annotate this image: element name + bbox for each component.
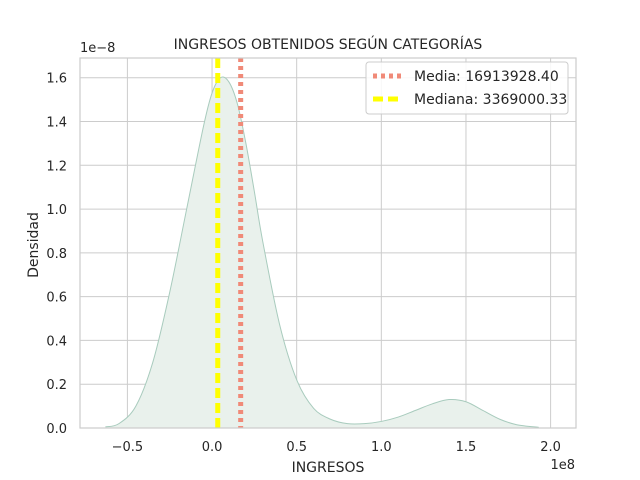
kde-line [105,76,539,428]
y-tick-label: 0.0 [46,422,67,437]
x-tick-label: −0.5 [112,440,144,455]
legend-label-media: Media: 16913928.40 [414,69,559,85]
y-ticks: 0.0 0.2 0.4 0.6 0.8 1.0 1.2 1.4 1.6 [46,72,67,437]
x-tick-label: 2.0 [540,440,561,455]
x-ticks: −0.5 0.0 0.5 1.0 1.5 2.0 [112,440,561,455]
y-tick-label: 0.4 [46,334,67,349]
legend: Media: 16913928.40 Mediana: 3369000.33 [365,61,569,115]
y-tick-label: 0.2 [46,378,67,393]
y-tick-label: 1.0 [46,203,67,218]
kde-area [105,76,539,428]
x-multiplier-label: 1e8 [550,458,575,473]
y-tick-label: 1.4 [46,115,67,130]
y-axis-label: Densidad [26,212,42,278]
x-tick-label: 1.0 [371,440,392,455]
chart-title: INGRESOS OBTENIDOS SEGÚN CATEGORÍAS [174,35,483,53]
legend-label-mediana: Mediana: 3369000.33 [414,92,567,108]
x-tick-label: 0.5 [286,440,307,455]
axes-frame [79,57,577,429]
legend-box [365,61,569,115]
y-tick-label: 0.6 [46,291,67,306]
y-tick-label: 1.2 [46,159,67,174]
y-tick-label: 0.8 [46,247,67,262]
x-axis-label: INGRESOS [292,460,365,476]
y-tick-label: 1.6 [46,72,67,87]
y-multiplier-label: 1e−8 [80,41,115,56]
reference-lines [215,58,244,428]
x-tick-label: 0.0 [202,440,223,455]
grid [80,58,576,429]
x-tick-label: 1.5 [456,440,477,455]
